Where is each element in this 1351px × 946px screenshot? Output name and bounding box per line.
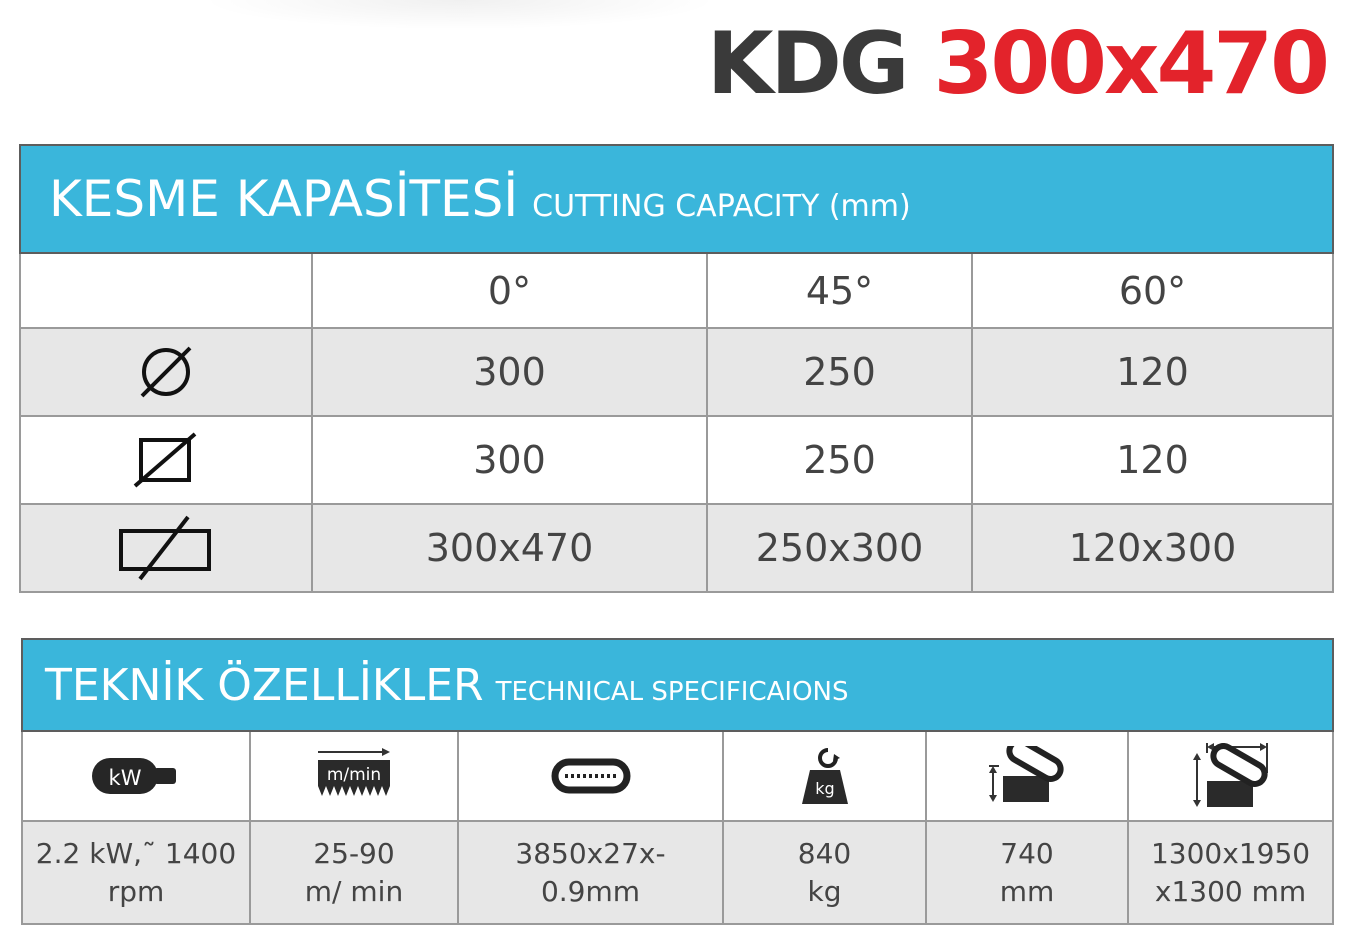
blade-speed-icon: m/min [318, 748, 390, 796]
square-60: 120 [970, 415, 1335, 505]
motor-value: 2.2 kW,˜ 1400 rpm [21, 820, 251, 925]
rect-45: 250x300 [706, 503, 973, 593]
svg-text:m/min: m/min [327, 765, 381, 785]
rectangle-section-icon [119, 515, 211, 581]
spec-icons-row: kW m/min kg [21, 730, 1335, 822]
table-row: 300 250 120 [19, 415, 1335, 505]
technical-specifications-header: TEKNİK ÖZELLİKLER TECHNICAL SPECIFICAIONS [20, 638, 1335, 732]
table-row: 300 250 120 [19, 327, 1335, 417]
angle-0: 0° [311, 252, 708, 329]
round-60: 120 [970, 327, 1335, 417]
product-model: KDG [706, 14, 910, 114]
technical-specifications-table: TEKNİK ÖZELLİKLER TECHNICAL SPECIFICAIONS… [20, 638, 1335, 925]
table-row: 300x470 250x300 120x300 [19, 503, 1335, 593]
square-0: 300 [311, 415, 708, 505]
rect-60: 120x300 [970, 503, 1335, 593]
weight-icon: kg [801, 748, 848, 804]
cutting-capacity-table: KESME KAPASİTESİ CUTTING CAPACITY (mm) 0°… [18, 144, 1335, 593]
product-size: 300x470 [933, 14, 1330, 114]
square-45: 250 [706, 415, 973, 505]
svg-text:kg: kg [815, 779, 834, 798]
working-height-value: 740 mm [925, 820, 1129, 925]
weight-value: 840 kg [722, 820, 927, 925]
round-45: 250 [706, 327, 973, 417]
rect-0: 300x470 [311, 503, 708, 593]
motor-icon: kW [92, 758, 176, 794]
blade-size-value: 3850x27x- 0.9mm [457, 820, 724, 925]
dimensions-value: 1300x1950 x1300 mm [1126, 820, 1335, 925]
blade-band-icon [551, 758, 630, 794]
decorative-shadow [200, 0, 720, 30]
spec-values-row: 2.2 kW,˜ 1400 rpm 25-90 m/ min 3850x27x- 0.… [21, 820, 1335, 925]
angle-60: 60° [970, 252, 1335, 329]
technical-specifications-subtitle: TECHNICAL SPECIFICAIONS [495, 676, 849, 707]
cutting-capacity-header: KESME KAPASİTESİ CUTTING CAPACITY (mm) [18, 144, 1335, 254]
cutting-capacity-title: KESME KAPASİTESİ [49, 170, 519, 228]
angle-row: 0° 45° 60° [19, 252, 1335, 329]
working-height-icon [989, 746, 1064, 802]
round-0: 300 [311, 327, 708, 417]
product-title: KDG 300x470 [706, 14, 1330, 114]
square-section-icon [133, 432, 197, 488]
round-section-icon [140, 346, 192, 398]
dimensions-icon [1192, 743, 1268, 807]
angle-45: 45° [706, 252, 973, 329]
technical-specifications-title: TEKNİK ÖZELLİKLER [45, 659, 484, 711]
cutting-capacity-subtitle: CUTTING CAPACITY (mm) [532, 189, 911, 224]
svg-text:kW: kW [109, 766, 142, 790]
blade-speed-value: 25-90 m/ min [249, 820, 459, 925]
empty-corner-cell [19, 252, 313, 329]
